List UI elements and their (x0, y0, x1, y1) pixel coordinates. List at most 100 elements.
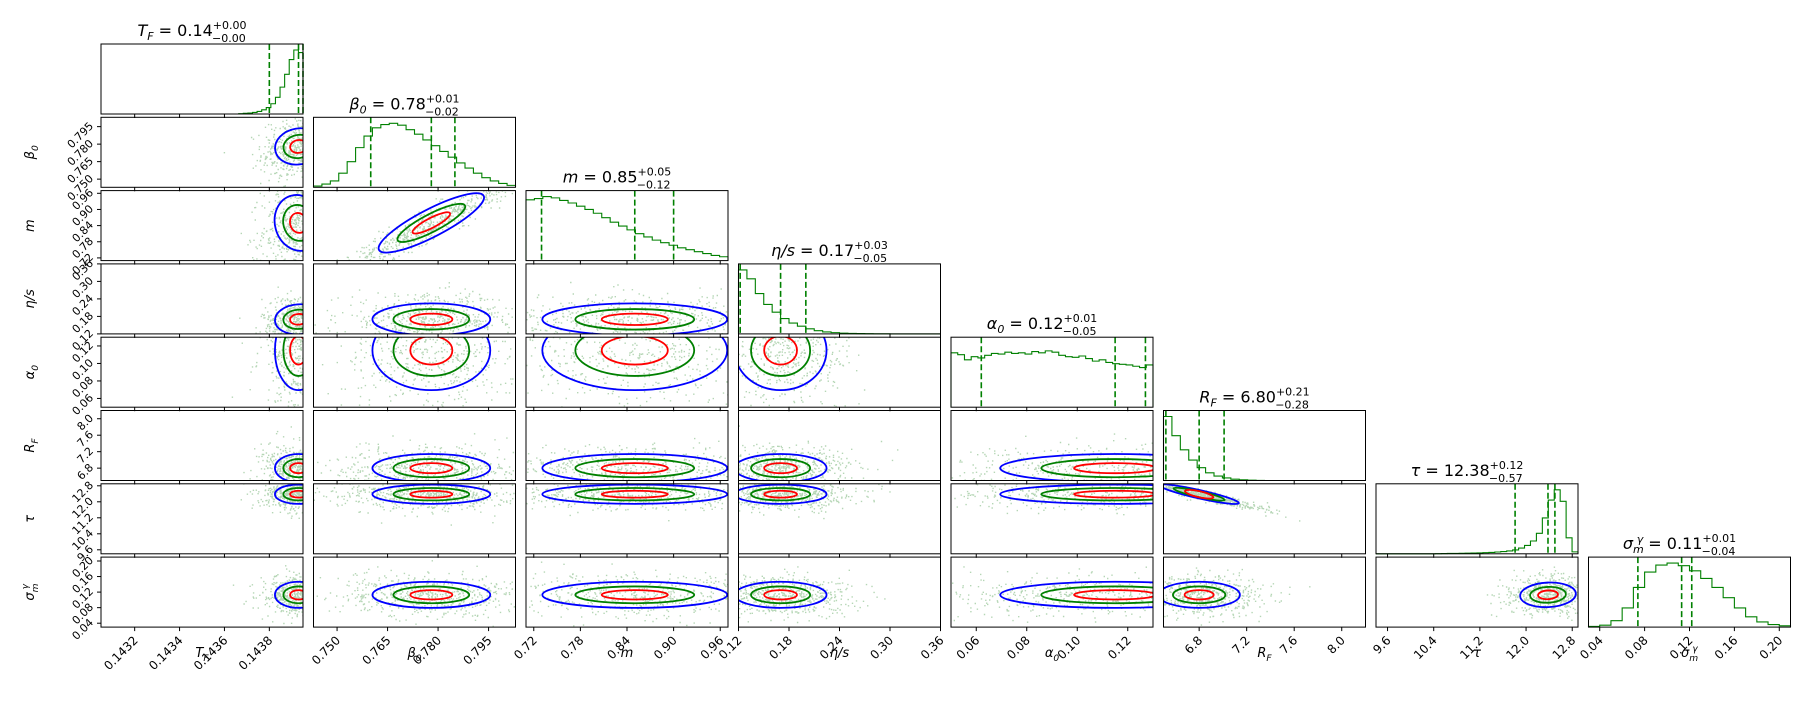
x-axis-label-0: TF (195, 646, 209, 664)
scatter-panel-6-0: 9.610.411.212.012.8 (70, 479, 304, 564)
hist-panel-3: η/s = 0.17+0.03 −0.05 (737, 239, 941, 338)
contour-level-2 (409, 312, 454, 326)
panel-frame (738, 336, 941, 408)
scatter-points (738, 566, 886, 624)
scatter-points (240, 483, 303, 519)
x-tick-label-7-3: 0.16 (1712, 633, 1741, 662)
scatter-panel-7-3 (738, 556, 941, 632)
contour-level-1 (282, 133, 303, 160)
contour-level-2 (411, 211, 452, 235)
contour-level-1 (282, 487, 303, 502)
scatter-content (317, 433, 515, 481)
x-tick-label-0-1: 0.1434 (146, 633, 186, 673)
contour-level-1 (282, 308, 303, 330)
panel-frame (1375, 556, 1579, 628)
scatter-content (321, 337, 516, 408)
x-axis-label-1: β0 (406, 646, 421, 664)
contour-level-1 (750, 487, 812, 502)
panel-frame (1163, 483, 1366, 555)
contour-level-1 (574, 487, 696, 502)
x-tick-label-2-0: 0.72 (511, 633, 540, 662)
contour-level-1 (750, 585, 812, 605)
contour-level-1 (574, 337, 696, 377)
scatter-content (1163, 567, 1311, 626)
contour-level-0 (541, 483, 728, 505)
x-tick-label-1-1: 0.765 (359, 633, 393, 667)
x-tick-label-6-1: 10.4 (1411, 633, 1440, 662)
contour-level-1 (574, 308, 696, 331)
x-tick-label-4-0: 0.06 (954, 633, 983, 662)
scatter-panel-6-4 (950, 483, 1154, 558)
x-tick-label-2-3: 0.90 (651, 633, 680, 662)
hist-panel-5: RF = 6.80+0.21 −0.28 (1162, 386, 1366, 485)
contour-level-1 (282, 204, 303, 242)
scatter-content (243, 426, 303, 481)
scatter-points (336, 190, 514, 261)
contour-level-1 (1040, 585, 1153, 605)
scatter-content (239, 286, 303, 334)
panel-frame (100, 336, 304, 408)
contour-level-2 (289, 313, 303, 326)
contour-level-0 (1519, 581, 1577, 609)
scatter-panel-2-1 (313, 190, 516, 265)
contour-level-0 (371, 453, 492, 481)
x-tick-label-5-3: 8.0 (1324, 633, 1347, 656)
contour-level-0 (1163, 483, 1240, 505)
scatter-panel-6-5 (1163, 483, 1366, 558)
y-axis-label-5: RF (23, 438, 41, 453)
hist-panel-0: TF = 0.14+0.00 −0.00 (100, 19, 304, 118)
contour-level-0 (274, 580, 303, 609)
scatter-points (316, 560, 516, 628)
x-tick-label-2-1: 0.78 (558, 633, 587, 662)
panel-title-0: TF = 0.14+0.00 −0.00 (137, 19, 246, 45)
scatter-panel-5-2 (525, 410, 729, 485)
scatter-panel-7-4 (950, 556, 1154, 632)
panel-frame (738, 410, 941, 481)
panel-frame (950, 556, 1154, 628)
contour-level-0 (541, 337, 728, 392)
scatter-panel-7-5 (1163, 556, 1366, 632)
y-axis-label-1: β0 (23, 145, 41, 160)
scatter-panel-5-1 (313, 410, 516, 485)
x-axis-label-6: τ (1473, 646, 1481, 661)
x-tick-label-7-4: 0.20 (1757, 633, 1786, 662)
panel-title-7: σmγ = 0.11+0.01 −0.04 (1623, 532, 1736, 558)
scatter-content (951, 566, 1153, 623)
x-tick-label-0-0: 0.1432 (101, 633, 141, 673)
contour-level-1 (392, 487, 471, 502)
scatter-points (240, 190, 303, 261)
panel-frame (950, 410, 1154, 481)
panel-frame (313, 410, 516, 481)
scatter-points (314, 282, 516, 334)
contour-level-1 (1529, 585, 1567, 604)
contour-level-2 (409, 462, 454, 475)
scatter-content (738, 566, 886, 624)
scatter-panel-5-4 (950, 410, 1154, 485)
contour-level-2 (600, 312, 669, 326)
panel-title-2: m = 0.85+0.05 −0.12 (563, 166, 672, 192)
contour-level-0 (274, 127, 303, 166)
scatter-panel-4-1 (313, 336, 516, 412)
contour-level-1 (392, 337, 471, 377)
panel-title-1: β0 = 0.78+0.01 −0.02 (348, 92, 459, 118)
scatter-points (231, 337, 303, 408)
scatter-content (738, 425, 899, 481)
scatter-points (738, 337, 866, 408)
panel-frame (1163, 556, 1366, 628)
scatter-panel-3-0: 0.120.180.240.300.36 (70, 257, 304, 353)
x-tick-label-4-3: 0.12 (1105, 633, 1134, 662)
contour-level-2 (1184, 488, 1215, 500)
panel-frame-6 (1375, 483, 1579, 555)
scatter-content (738, 337, 866, 408)
x-tick-label-5-0: 6.8 (1182, 633, 1205, 656)
x-tick-label-1-0: 0.750 (309, 633, 343, 667)
scatter-points (529, 561, 728, 627)
contour-level-1 (750, 458, 812, 479)
x-tick-label-3-4: 0.36 (918, 633, 947, 662)
contour-level-0 (371, 302, 492, 334)
scatter-points (239, 286, 303, 334)
histogram-3 (737, 269, 941, 335)
contour-level-0 (274, 483, 303, 505)
scatter-content (240, 483, 303, 519)
scatter-panel-2-0: 0.720.780.840.900.96 (70, 186, 304, 277)
